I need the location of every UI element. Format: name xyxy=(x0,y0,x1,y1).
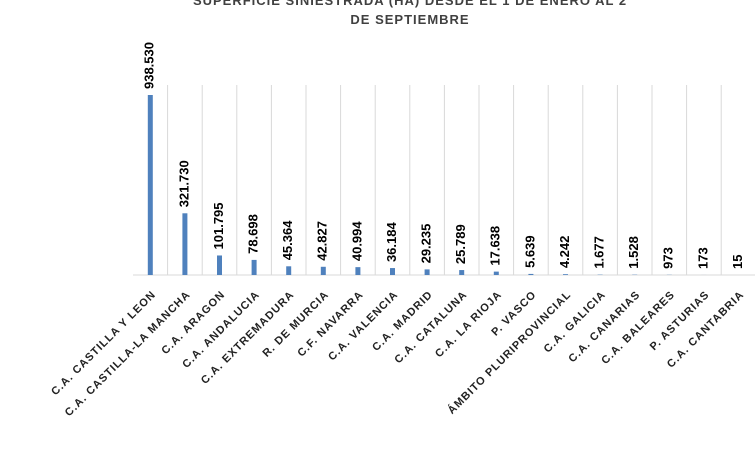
bar xyxy=(320,266,326,275)
data-label: 4.242 xyxy=(557,236,572,269)
data-label: 1.528 xyxy=(626,236,641,269)
x-tick-label: C.A. ARAGON xyxy=(159,289,227,357)
data-label: 973 xyxy=(661,247,676,269)
bar xyxy=(493,271,499,275)
bar xyxy=(528,273,534,275)
bar xyxy=(147,95,153,275)
data-label: 173 xyxy=(695,247,710,269)
x-tick-label: C.A. CASTILLA-LA MANCHA xyxy=(63,289,193,419)
x-tick-label: P. ASTURIAS xyxy=(648,289,712,353)
x-tick-label: C.A. GALICIA xyxy=(542,289,609,356)
bar xyxy=(390,268,395,275)
data-label: 40.994 xyxy=(349,221,364,262)
data-label: 78.698 xyxy=(246,214,261,254)
x-tick-label: C.A. MADRID xyxy=(370,289,435,354)
data-label: 1.677 xyxy=(592,236,607,269)
x-tick-label: ÁMBITO PLURIPROVINCIAL xyxy=(445,288,574,417)
data-label: 45.364 xyxy=(280,220,295,261)
bar xyxy=(251,259,257,275)
bar xyxy=(217,255,222,275)
bar xyxy=(355,267,361,275)
data-label: 101.795 xyxy=(211,202,226,249)
bar xyxy=(182,213,188,275)
bar xyxy=(286,266,292,275)
bar xyxy=(459,270,465,275)
data-label: 321.730 xyxy=(176,160,191,207)
data-label: 42.827 xyxy=(315,221,330,261)
data-label: 938.530 xyxy=(142,42,157,89)
data-label: 17.638 xyxy=(488,226,503,266)
data-label: 25.789 xyxy=(453,224,468,264)
data-label: 36.184 xyxy=(384,222,399,263)
data-label: 29.235 xyxy=(419,224,434,264)
data-label: 5.639 xyxy=(522,235,537,268)
bar xyxy=(424,269,430,275)
data-label: 15 xyxy=(730,255,745,269)
bar xyxy=(563,274,568,275)
chart-title: SUPERFICIE SINIESTRADA (HA) DESDE EL 1 D… xyxy=(192,0,628,27)
